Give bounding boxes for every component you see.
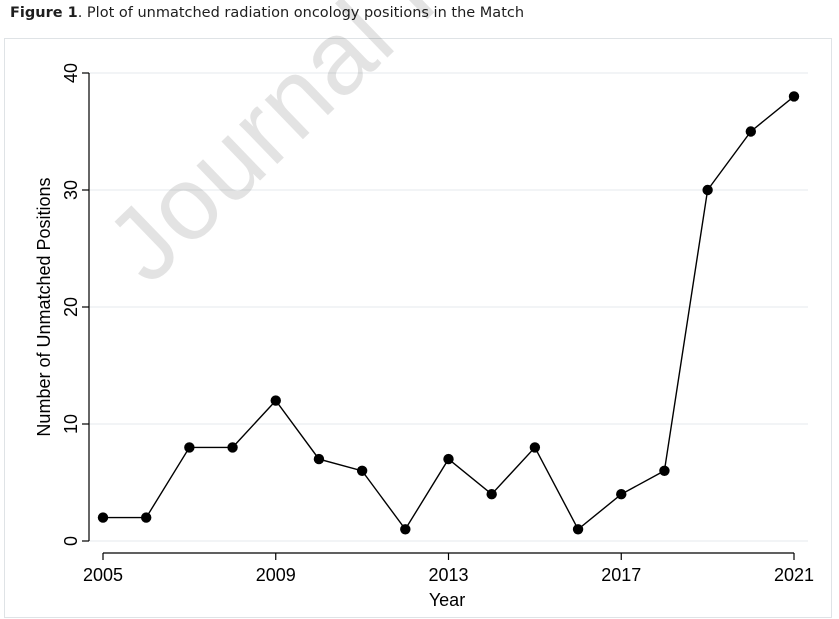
data-point-2008 — [227, 442, 238, 453]
data-point-2011 — [356, 465, 368, 476]
series-line — [103, 95, 795, 531]
y-tick-label-0: 0 — [61, 536, 81, 546]
series-line-0 — [103, 95, 795, 531]
figure-caption-text: . Plot of unmatched radiation oncology p… — [77, 5, 525, 21]
figure-caption: Figure 1. Plot of unmatched radiation on… — [10, 5, 524, 21]
data-point-2010 — [313, 453, 325, 465]
x-axis-label: Year — [429, 590, 465, 610]
data-point-2021 — [788, 91, 800, 102]
data-point-2015 — [529, 442, 541, 453]
data-point-2016 — [572, 524, 584, 535]
gridlines — [89, 72, 808, 542]
data-points — [97, 91, 800, 535]
x-tick-label-2005: 2005 — [83, 565, 123, 585]
data-point-2012 — [400, 524, 411, 535]
data-point-2014 — [486, 489, 497, 500]
data-point-2019 — [702, 184, 713, 196]
data-point-2005 — [97, 512, 109, 523]
x-tick-label-2017: 2017 — [601, 565, 641, 585]
data-point-2017 — [616, 489, 627, 500]
x-tick-label-2009: 2009 — [256, 565, 296, 585]
y-tick-label-30: 30 — [61, 180, 81, 200]
data-point-2006 — [140, 512, 152, 523]
chart-frame — [4, 38, 832, 618]
y-axis-label: Number of Unmatched Positions — [34, 177, 54, 436]
data-point-2020 — [745, 126, 757, 137]
data-point-2013 — [443, 453, 454, 465]
figure-caption-label: Figure 1 — [10, 5, 78, 21]
axes: 0 10 20 30 40 2005 2009 2013 2017 2021 — [61, 63, 814, 585]
y-tick-label-40: 40 — [61, 63, 81, 83]
y-tick-label-10: 10 — [61, 414, 81, 434]
y-tick-label-20: 20 — [61, 297, 81, 317]
data-point-2009 — [270, 395, 281, 406]
x-tick-label-2021: 2021 — [774, 565, 814, 585]
x-tick-label-2013: 2013 — [428, 565, 468, 585]
data-point-2018 — [659, 465, 670, 476]
data-point-2007 — [184, 442, 195, 453]
